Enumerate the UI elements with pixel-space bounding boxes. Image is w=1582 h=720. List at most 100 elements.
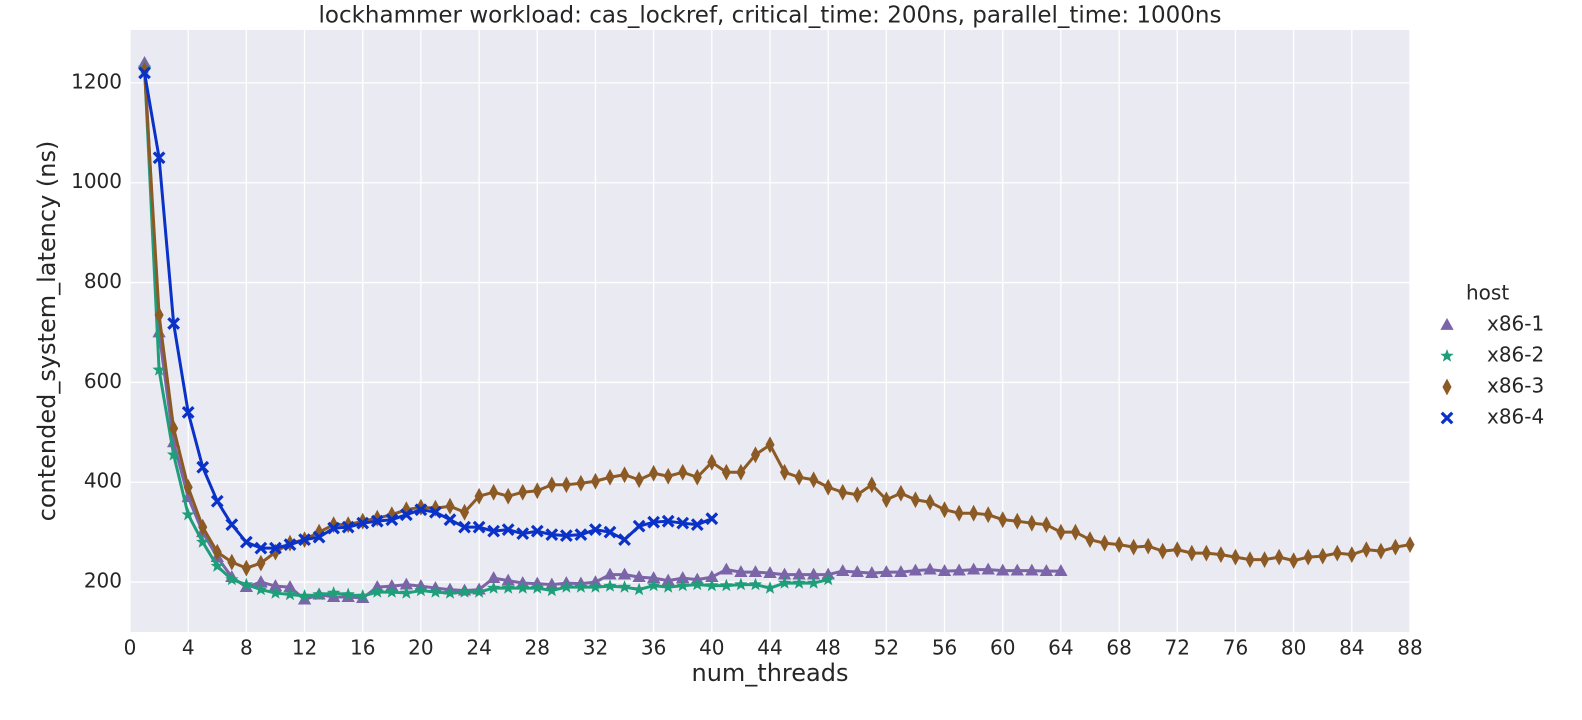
data-point [1025,563,1039,576]
data-point [530,581,544,594]
data-point [501,573,515,586]
data-point [678,463,688,481]
data-point [649,464,659,482]
y-tick-label: 1200 [71,69,122,93]
chart-title: lockhammer workload: cas_lockref, critic… [319,3,1222,29]
data-point [719,562,734,575]
data-point [923,562,937,575]
data-point [705,570,719,582]
data-point [312,587,326,601]
data-point [472,520,486,534]
data-point [445,497,455,515]
data-point [474,487,484,505]
data-point [254,541,268,555]
data-point [721,463,731,481]
data-point [867,476,877,494]
data-point [1054,564,1068,577]
data-point [254,582,268,596]
data-point [198,518,208,536]
legend-label: x86-1 [1487,312,1544,336]
y-tick-label: 200 [84,569,122,593]
x-tick-label: 0 [124,636,137,660]
data-point [646,578,661,592]
data-point [1085,531,1095,549]
data-point [806,567,821,580]
data-point [838,483,848,501]
series-line [143,70,1411,570]
data-point [618,533,631,547]
data-point [385,513,399,527]
data-point [647,515,661,529]
x-tick-label: 12 [292,636,317,660]
data-point [588,580,603,593]
x-tick-label: 4 [182,636,195,660]
data-point [734,565,748,577]
data-point [239,577,254,591]
data-point [139,62,150,79]
x-tick-label: 36 [641,636,666,660]
x-tick-label: 20 [408,636,433,660]
data-point [1041,516,1051,534]
data-point [1245,551,1255,569]
data-point [589,523,602,537]
legend-marker [1442,378,1452,396]
data-point [794,468,804,486]
data-point [516,527,530,541]
data-point [326,586,341,599]
data-point [532,482,542,500]
x-tick-label: 56 [932,636,957,660]
data-point [298,533,311,547]
data-point [268,586,283,599]
legend-marker [1440,318,1454,330]
data-point [489,483,499,501]
data-point [806,576,821,589]
data-point [663,467,673,485]
data-point [167,317,181,330]
data-point [227,553,237,571]
data-point [1289,552,1299,570]
data-point [356,589,370,602]
data-point [617,580,632,593]
data-point [152,362,166,376]
data-point [181,507,195,521]
data-point [966,562,981,575]
data-point [881,491,891,509]
data-point [823,478,833,496]
data-point [241,559,251,577]
data-point [894,565,908,577]
y-tick-label: 400 [84,469,122,493]
data-point [428,585,443,598]
data-point [1230,548,1241,566]
data-point [574,580,588,593]
data-point [486,581,501,594]
data-point [690,518,704,532]
data-point [983,506,993,524]
x-tick-label: 88 [1397,636,1422,660]
data-point [676,578,690,592]
legend-label: x86-3 [1487,374,1544,398]
data-point [545,528,559,542]
data-point [850,565,864,577]
data-point [719,578,734,592]
legend-label: x86-2 [1487,343,1544,367]
data-point [487,524,501,538]
data-point [414,583,428,597]
data-point [605,468,615,486]
data-point [1347,546,1357,564]
data-point [327,521,341,535]
data-point [443,586,457,599]
data-point [516,581,530,594]
data-point [777,576,792,589]
data-point [458,520,471,534]
x-tick-label: 84 [1339,636,1364,660]
data-point [1274,548,1284,566]
data-point [169,419,179,437]
data-point [937,564,952,577]
data-point [736,463,746,481]
data-point [356,516,370,530]
data-point [1010,563,1024,576]
data-point [779,463,790,481]
data-point [763,566,777,578]
